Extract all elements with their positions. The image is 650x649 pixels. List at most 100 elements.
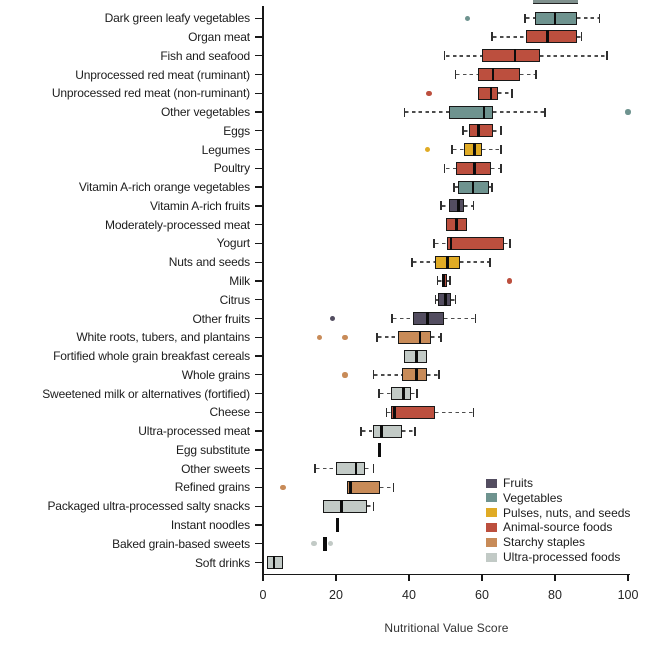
whisker-cap xyxy=(500,145,502,155)
outlier-dot xyxy=(424,146,430,153)
outlier-dot xyxy=(342,372,348,378)
category-label: Unprocessed red meat (non-ruminant) xyxy=(51,86,250,101)
whisker-line xyxy=(540,54,607,57)
whisker-line xyxy=(405,111,450,113)
median-line xyxy=(473,143,476,157)
box xyxy=(463,143,482,157)
category-label: Poultry xyxy=(213,161,250,176)
category-label: Other sweets xyxy=(181,461,250,476)
whisker-line xyxy=(377,336,399,339)
category-label: Vitamin A-rich fruits xyxy=(150,198,250,213)
category-label: Legumes xyxy=(201,142,250,157)
category-label: Instant noodles xyxy=(170,517,250,532)
whisker-cap xyxy=(598,13,601,23)
whisker-line xyxy=(492,130,501,132)
category-label: Dark green leafy vegetables xyxy=(104,11,251,26)
y-tick xyxy=(255,411,263,414)
y-tick xyxy=(255,524,263,526)
whisker-cap xyxy=(434,295,437,305)
legend-label: Pulses, nuts, and seeds xyxy=(503,505,631,520)
whisker-line xyxy=(436,298,439,301)
whisker-line xyxy=(576,36,581,38)
whisker-cap xyxy=(440,332,442,342)
x-tick xyxy=(408,575,410,581)
y-tick xyxy=(255,280,263,282)
median-line xyxy=(553,11,557,25)
whisker-cap xyxy=(472,407,475,417)
y-tick xyxy=(255,392,263,395)
y-tick xyxy=(255,561,263,564)
median-line xyxy=(380,424,383,438)
median-line xyxy=(449,236,453,250)
category-label: Fish and seafood xyxy=(160,48,250,63)
category-label: Sweetened milk or alternatives (fortifie… xyxy=(42,386,250,401)
whisker-line xyxy=(361,430,373,432)
box xyxy=(346,480,380,494)
whisker-cap xyxy=(580,32,583,42)
box xyxy=(478,86,499,100)
median-line xyxy=(482,105,486,119)
whisker-line xyxy=(454,186,459,188)
whisker-cap xyxy=(436,276,439,286)
whisker-cap xyxy=(511,88,513,98)
category-label: Ultra-processed meat xyxy=(138,424,250,439)
whisker-line xyxy=(498,92,512,95)
box xyxy=(449,199,464,213)
median-line xyxy=(442,274,445,288)
y-tick xyxy=(255,130,263,132)
category-label: Organ meat xyxy=(188,29,250,44)
cropped-box-artifact xyxy=(533,0,578,4)
legend-label: Vegetables xyxy=(503,490,563,505)
whisker-cap xyxy=(489,257,491,267)
whisker-line xyxy=(447,280,450,282)
median-line xyxy=(402,387,405,401)
whisker-line xyxy=(452,148,464,151)
y-tick xyxy=(255,167,263,169)
legend-label: Fruits xyxy=(503,476,533,490)
box xyxy=(469,124,493,138)
y-tick xyxy=(255,224,263,226)
whisker-line xyxy=(438,280,442,282)
whisker-line xyxy=(365,467,373,470)
whisker-cap xyxy=(524,13,526,23)
x-tick-label: 80 xyxy=(548,588,562,602)
whisker-line xyxy=(443,317,475,320)
whisker-line xyxy=(491,167,501,170)
whisker-cap xyxy=(509,238,511,248)
category-label: Cheese xyxy=(209,405,251,420)
category-label: Other fruits xyxy=(192,311,250,326)
box xyxy=(401,368,428,382)
box xyxy=(398,330,431,344)
whisker-line xyxy=(492,36,526,38)
y-tick xyxy=(255,336,263,338)
whisker-cap xyxy=(376,332,378,342)
median-line xyxy=(444,293,447,307)
outlier-dot xyxy=(280,484,286,491)
box xyxy=(390,405,435,419)
legend-label: Ultra-processed foods xyxy=(503,550,621,564)
whisker-line xyxy=(450,298,455,301)
box xyxy=(449,105,493,119)
category-label: Citrus xyxy=(219,292,251,307)
whisker-cap xyxy=(443,51,446,61)
x-tick xyxy=(481,575,483,581)
y-tick xyxy=(255,317,263,320)
x-tick-label: 20 xyxy=(329,588,343,602)
whisker-line xyxy=(427,374,439,376)
box xyxy=(336,462,366,476)
median-line xyxy=(489,86,493,100)
y-tick xyxy=(255,299,263,301)
whisker-cap xyxy=(454,295,457,305)
median-line xyxy=(477,124,480,138)
whisker-cap xyxy=(534,70,537,79)
whisker-cap xyxy=(359,426,362,436)
median-line xyxy=(425,312,429,326)
whisker-line xyxy=(482,148,501,151)
whisker-line xyxy=(379,486,393,489)
y-tick xyxy=(255,73,263,76)
whisker-line xyxy=(460,261,490,263)
median-line xyxy=(415,349,418,363)
category-label: Eggs xyxy=(223,123,250,138)
category-label: Baked grain-based sweets xyxy=(112,536,250,551)
y-tick xyxy=(255,374,263,376)
